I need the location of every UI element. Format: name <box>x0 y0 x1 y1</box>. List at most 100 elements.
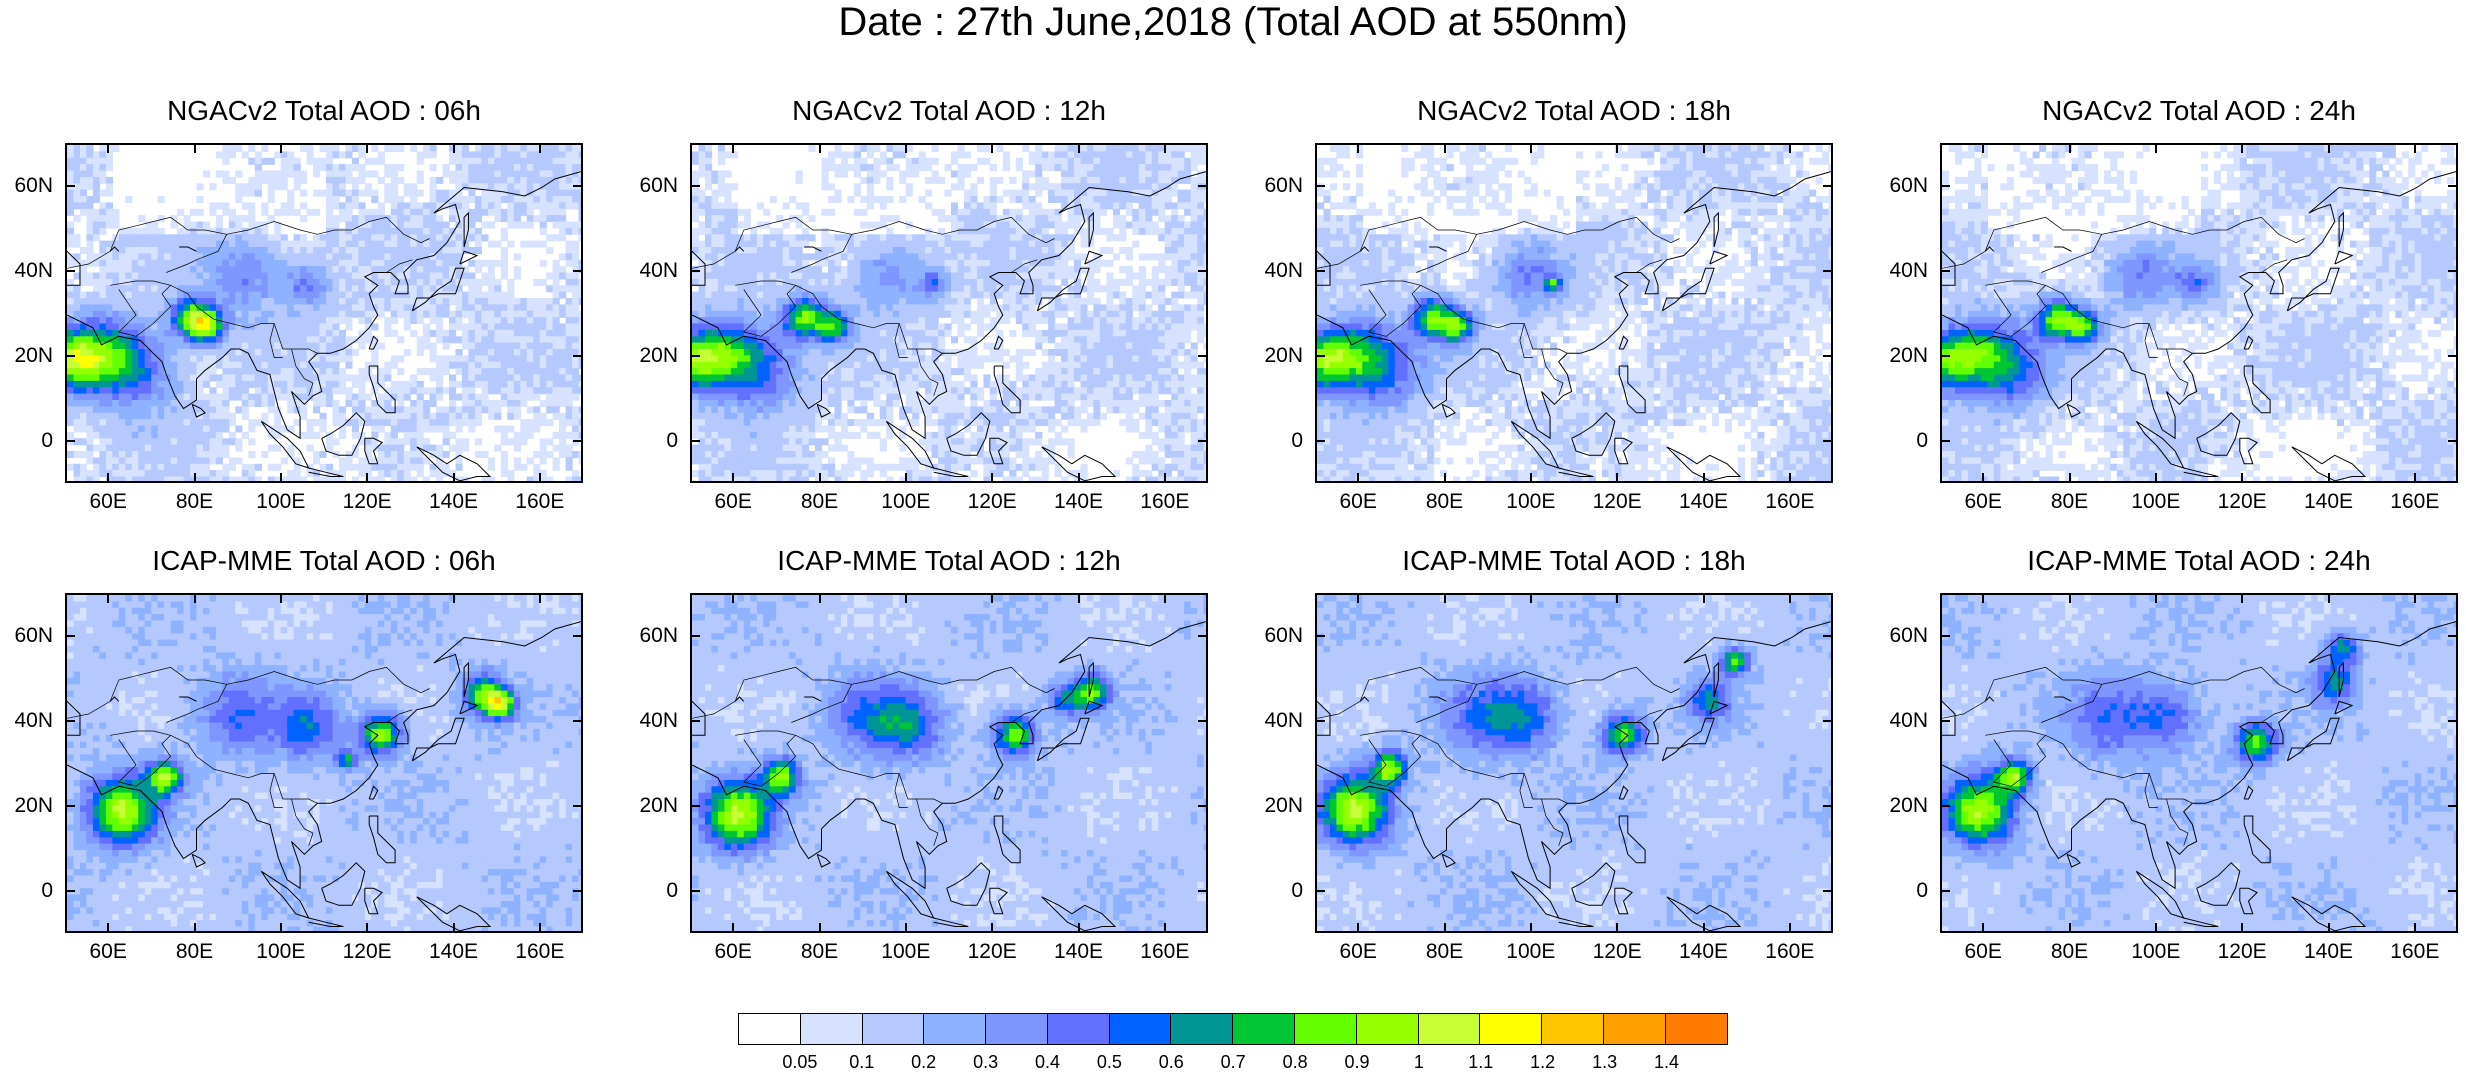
lat-tick <box>573 355 581 357</box>
lat-tick <box>2448 890 2456 892</box>
lat-tick <box>1198 270 1206 272</box>
lon-tick-label: 60E <box>1328 941 1388 963</box>
lat-tick <box>67 270 75 272</box>
lon-tick <box>991 923 993 931</box>
lat-tick <box>1317 185 1325 187</box>
colorbar-label: 0.6 <box>1141 1052 1201 1072</box>
lat-tick-label: 40N <box>3 710 53 732</box>
aod-field <box>1317 145 1833 483</box>
lon-tick <box>2328 473 2330 481</box>
lon-tick <box>905 473 907 481</box>
lat-tick-label: 0 <box>3 430 53 452</box>
colorbar-swatch <box>1542 1014 1604 1044</box>
lat-tick <box>1198 635 1206 637</box>
lat-tick <box>692 805 700 807</box>
lon-tick <box>2155 473 2157 481</box>
aod-map <box>1315 593 1833 933</box>
lat-tick <box>1198 185 1206 187</box>
lon-tick-label: 80E <box>165 941 225 963</box>
colorbar-swatch <box>801 1014 863 1044</box>
aod-map <box>1315 143 1833 483</box>
lon-tick-label: 80E <box>165 491 225 513</box>
lon-tick <box>1078 145 1080 153</box>
lat-tick <box>1823 635 1831 637</box>
lon-tick <box>453 923 455 931</box>
lat-tick <box>692 635 700 637</box>
lon-tick <box>732 145 734 153</box>
lon-tick <box>1444 145 1446 153</box>
coastline <box>2054 247 2071 251</box>
aod-map <box>65 143 583 483</box>
lon-tick-label: 140E <box>2299 491 2359 513</box>
lat-tick <box>692 185 700 187</box>
lon-tick <box>2328 595 2330 603</box>
lat-tick <box>67 185 75 187</box>
lon-tick <box>1530 145 1532 153</box>
lon-tick-label: 100E <box>1501 941 1561 963</box>
colorbar-label: 1.1 <box>1451 1052 1511 1072</box>
colorbar <box>738 1013 1728 1045</box>
lon-tick <box>1616 923 1618 931</box>
lon-tick <box>107 595 109 603</box>
lat-tick <box>1823 185 1831 187</box>
colorbar-swatch <box>1480 1014 1542 1044</box>
lon-tick-label: 160E <box>1760 491 1820 513</box>
aod-field <box>692 145 1208 483</box>
lat-tick-label: 40N <box>1878 710 1928 732</box>
lon-tick-label: 80E <box>2040 941 2100 963</box>
lon-tick <box>1444 595 1446 603</box>
lat-tick-label: 20N <box>1878 795 1928 817</box>
lat-tick <box>1317 805 1325 807</box>
lat-tick <box>1823 805 1831 807</box>
lon-tick-label: 80E <box>2040 491 2100 513</box>
lon-tick-label: 120E <box>337 941 397 963</box>
lon-tick-label: 100E <box>251 491 311 513</box>
lon-tick-label: 100E <box>876 941 936 963</box>
lon-tick <box>819 595 821 603</box>
lat-tick <box>2448 355 2456 357</box>
lon-tick-label: 160E <box>1135 941 1195 963</box>
lat-tick <box>1317 355 1325 357</box>
lon-tick <box>1530 595 1532 603</box>
lon-tick <box>1616 473 1618 481</box>
lon-tick <box>194 595 196 603</box>
lon-tick <box>107 145 109 153</box>
panel-title: NGACv2 Total AOD : 06h <box>65 95 583 127</box>
lon-tick <box>1357 145 1359 153</box>
lat-tick <box>67 635 75 637</box>
lon-tick-label: 100E <box>251 941 311 963</box>
panel-title: ICAP-MME Total AOD : 24h <box>1940 545 2458 577</box>
lon-tick <box>539 145 541 153</box>
lat-tick <box>2448 805 2456 807</box>
lon-tick <box>991 145 993 153</box>
lat-tick-label: 0 <box>1253 880 1303 902</box>
lat-tick <box>1823 270 1831 272</box>
lon-tick <box>1703 595 1705 603</box>
lon-tick-label: 160E <box>510 941 570 963</box>
lat-tick <box>1198 440 1206 442</box>
colorbar-swatch <box>1233 1014 1295 1044</box>
aod-map <box>690 593 1208 933</box>
lon-tick-label: 140E <box>424 941 484 963</box>
lon-tick <box>2069 473 2071 481</box>
lon-tick-label: 100E <box>876 491 936 513</box>
lon-tick <box>1982 595 1984 603</box>
lat-tick <box>1317 635 1325 637</box>
colorbar-swatch <box>1604 1014 1666 1044</box>
lon-tick-label: 100E <box>2126 941 2186 963</box>
lon-tick <box>1616 595 1618 603</box>
lon-tick-label: 140E <box>424 491 484 513</box>
lat-tick <box>573 185 581 187</box>
lon-tick-label: 160E <box>1760 941 1820 963</box>
lon-tick-label: 120E <box>962 491 1022 513</box>
colorbar-label: 0.1 <box>832 1052 892 1072</box>
lat-tick <box>2448 185 2456 187</box>
lat-tick-label: 60N <box>1878 625 1928 647</box>
colorbar-swatch <box>986 1014 1048 1044</box>
lon-tick <box>1703 473 1705 481</box>
aod-map <box>1940 143 2458 483</box>
lon-tick <box>1164 473 1166 481</box>
lat-tick <box>1942 805 1950 807</box>
